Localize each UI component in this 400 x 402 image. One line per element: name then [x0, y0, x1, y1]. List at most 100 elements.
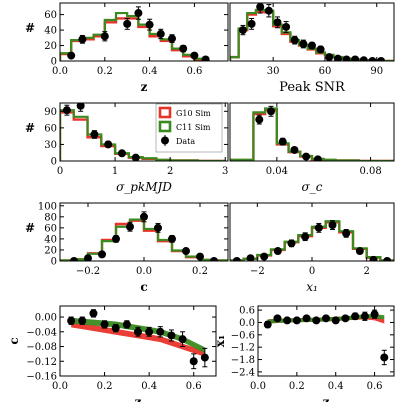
data-point: [168, 34, 176, 43]
data-point: [62, 106, 71, 115]
data-point: [312, 316, 321, 325]
y-tick-label: −0.16: [26, 372, 57, 383]
y-tick-label: 30: [44, 140, 57, 151]
x-tick-label: −0.2: [76, 266, 100, 277]
data-point: [313, 155, 322, 161]
data-point: [156, 327, 165, 336]
y-tick-label: −0.04: [26, 327, 57, 338]
data-point: [182, 247, 190, 256]
data-point: [232, 257, 241, 261]
x-tick-label: 30: [267, 66, 280, 77]
x-tick-label: 0.4: [142, 66, 158, 77]
data-point: [369, 255, 378, 261]
x-tick-label: 0.6: [186, 66, 202, 77]
band-g10-sim: [71, 321, 205, 357]
x-tick-label: 0.08: [359, 166, 381, 177]
x-tick-label: 0.2: [97, 66, 113, 77]
x-tick-label: 0.0: [136, 266, 152, 277]
data-point: [104, 140, 113, 149]
data-point: [178, 335, 187, 344]
x-tick-label: 0.2: [97, 381, 113, 392]
data-point: [263, 320, 272, 329]
data-point: [67, 316, 76, 325]
y-tick-label: 0: [51, 257, 57, 268]
legend-box: [155, 103, 223, 153]
x-tick-label: 0.2: [289, 381, 305, 392]
x-axis-label: σ_pkMJD: [116, 180, 172, 194]
x-axis-label: z: [141, 80, 148, 94]
data-point: [377, 57, 386, 61]
x-tick-label: 0.6: [186, 381, 202, 392]
data-point: [238, 26, 247, 35]
y-tick-label: 20: [44, 41, 57, 52]
data-point: [273, 314, 282, 323]
series-c11-sim: [230, 220, 394, 261]
data-point: [308, 41, 316, 50]
x-tick-label: 0.2: [192, 266, 208, 277]
data-point: [112, 234, 120, 243]
data-point: [325, 53, 334, 61]
data-point: [360, 312, 369, 321]
plot-area: [60, 6, 210, 61]
data-point: [283, 316, 292, 325]
data-point: [201, 55, 210, 61]
x-axis-label: σ_c: [302, 180, 323, 194]
axes-frame: [229, 102, 395, 162]
series-c11-sim: [60, 109, 226, 161]
data-point: [359, 56, 368, 61]
data-point: [145, 20, 154, 29]
data-point: [100, 32, 109, 41]
plot-area: [263, 309, 389, 366]
data-point: [267, 107, 275, 116]
data-point: [260, 252, 269, 261]
data-point: [247, 19, 256, 28]
y-tick-label: 90: [44, 107, 57, 118]
y-tick-label: 0: [51, 157, 57, 168]
data-point: [76, 103, 85, 110]
y-tick-label: −0.12: [26, 357, 57, 368]
plot-area: [67, 309, 209, 370]
panel-x1-hist: −2 0 2 x₁: [229, 202, 395, 294]
y-axis-label: #: [25, 121, 35, 135]
data-point: [246, 254, 255, 261]
data-point: [196, 252, 204, 261]
x-tick-label: 3: [222, 166, 228, 177]
data-point: [287, 239, 296, 248]
x-tick-label: 0.4: [328, 381, 344, 392]
data-point: [368, 57, 377, 61]
data-point: [380, 353, 389, 362]
axes-frame: [257, 305, 395, 377]
x-axis-label: z: [135, 395, 142, 402]
y-axis-label: c: [7, 337, 21, 344]
data-point: [122, 320, 131, 329]
data-point: [264, 6, 273, 15]
data-point: [78, 316, 87, 325]
series-c11-sim: [230, 8, 394, 61]
legend-swatch-g10-sim: [158, 106, 172, 119]
data-point: [67, 51, 76, 60]
data-point: [342, 229, 351, 238]
data-point: [154, 223, 162, 232]
x-tick-label: 0: [57, 166, 63, 177]
axes-frame: [59, 102, 229, 162]
legend-label: Data: [176, 137, 195, 146]
data-point: [314, 223, 323, 232]
y-tick-label: 0.6: [239, 306, 255, 317]
panel-z-hist: 0.0 0.2 0.4 0.6 0 20 40 60 z #: [25, 2, 229, 94]
data-point: [134, 327, 142, 336]
data-point: [100, 320, 109, 329]
data-point: [302, 314, 311, 323]
legend-swatch-c11-sim: [158, 120, 172, 133]
data-point: [316, 45, 325, 54]
y-tick-label: 0: [51, 57, 57, 68]
x-tick-label: 0.0: [250, 381, 266, 392]
data-point: [302, 152, 311, 161]
y-tick-label: −0.08: [26, 342, 57, 353]
data-point: [290, 145, 299, 154]
x-tick-label: 0.0: [52, 381, 68, 392]
data-point: [273, 18, 282, 27]
data-point: [123, 19, 132, 28]
data-point: [290, 36, 299, 45]
x-axis-label: Peak SNR: [279, 80, 346, 95]
data-point: [342, 55, 351, 61]
